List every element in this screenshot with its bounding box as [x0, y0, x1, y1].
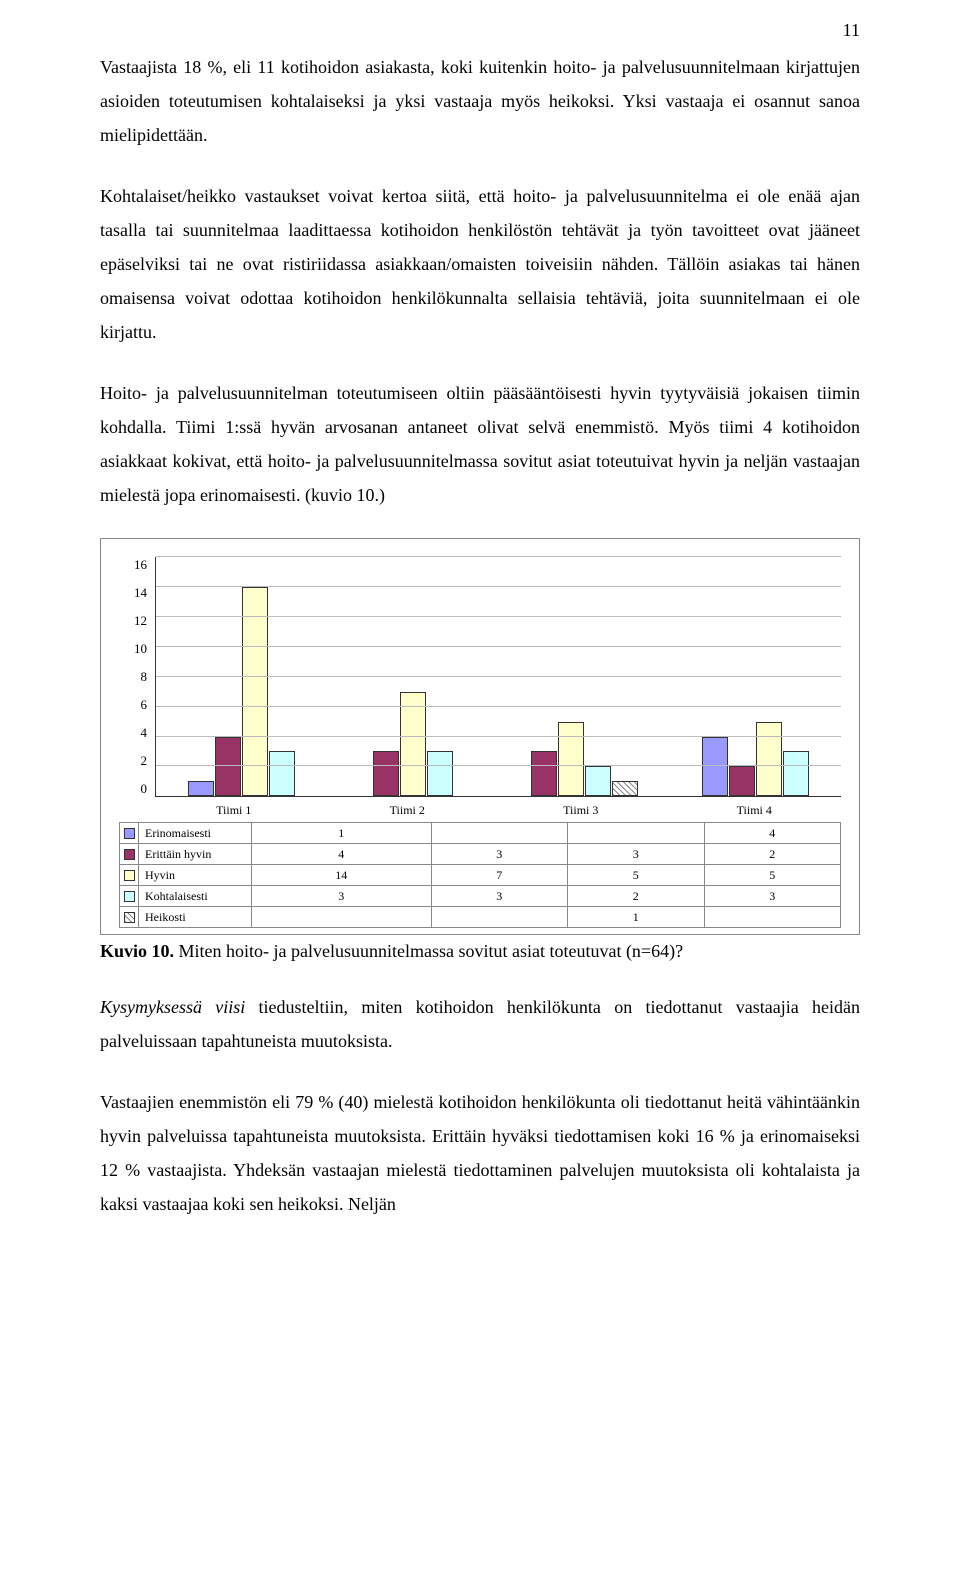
y-tick-label: 2 [141, 753, 148, 769]
page-number: 11 [843, 20, 860, 41]
table-row: Erittäin hyvin4332 [120, 844, 841, 865]
paragraph-4-lead: Kysymyksessä viisi [100, 997, 245, 1017]
bar [215, 737, 241, 797]
gridline [156, 616, 841, 617]
paragraph-3: Hoito- ja palvelusuunnitelman toteutumis… [100, 376, 860, 513]
bar [702, 737, 728, 797]
bar [531, 751, 557, 796]
series-name: Erittäin hyvin [139, 844, 252, 865]
bar-group [156, 557, 327, 796]
table-cell: 3 [252, 886, 432, 907]
series-name: Kohtalaisesti [139, 886, 252, 907]
table-cell [568, 823, 704, 844]
x-tick-label: Tiimi 1 [147, 797, 321, 822]
table-cell: 2 [704, 844, 841, 865]
table-row: Kohtalaisesti3323 [120, 886, 841, 907]
legend-swatch [124, 828, 135, 839]
table-cell: 5 [568, 865, 704, 886]
chart-data-table: Erinomaisesti14Erittäin hyvin4332Hyvin14… [119, 822, 841, 928]
table-cell: 3 [431, 844, 567, 865]
legend-swatch-cell [120, 907, 139, 928]
caption-bold: Kuvio 10. [100, 941, 174, 961]
x-tick-label: Tiimi 4 [668, 797, 842, 822]
table-cell [252, 907, 432, 928]
x-tick-label: Tiimi 2 [321, 797, 495, 822]
bar [783, 751, 809, 796]
bar [729, 766, 755, 796]
chart-plot-area: 16 14 12 10 8 6 4 2 0 [119, 557, 841, 797]
table-row: Heikosti 1 [120, 907, 841, 928]
y-tick-label: 10 [134, 641, 147, 657]
table-cell: 2 [568, 886, 704, 907]
bar-group [670, 557, 841, 796]
gridline [156, 736, 841, 737]
paragraph-5: Vastaajien enemmistön eli 79 % (40) miel… [100, 1085, 860, 1222]
chart-container: 1614121086420 Tiimi 1Tiimi 2Tiimi 3Tiimi… [100, 538, 860, 935]
chart-caption: Kuvio 10. Miten hoito- ja palvelusuunnit… [100, 941, 860, 962]
gridline [156, 586, 841, 587]
bar-group [327, 557, 498, 796]
bar [756, 722, 782, 797]
bar [558, 722, 584, 797]
plot-region [155, 557, 841, 797]
legend-swatch [124, 912, 135, 923]
legend-swatch [124, 891, 135, 902]
paragraph-2: Kohtalaiset/heikko vastaukset voivat ker… [100, 179, 860, 350]
table-cell: 1 [252, 823, 432, 844]
y-tick-label: 8 [141, 669, 148, 685]
table-cell: 7 [431, 865, 567, 886]
bar [400, 692, 426, 797]
table-cell [431, 907, 567, 928]
y-tick-label: 4 [141, 725, 148, 741]
legend-swatch-cell [120, 844, 139, 865]
gridline [156, 706, 841, 707]
series-name: Erinomaisesti [139, 823, 252, 844]
gridline [156, 676, 841, 677]
x-tick-label: Tiimi 3 [494, 797, 668, 822]
gridline [156, 646, 841, 647]
y-axis: 16 14 12 10 8 6 4 2 0 [119, 557, 155, 797]
y-tick-label: 14 [134, 585, 147, 601]
series-name: Hyvin [139, 865, 252, 886]
table-cell [704, 907, 841, 928]
x-axis-labels: Tiimi 1Tiimi 2Tiimi 3Tiimi 4 [147, 797, 841, 822]
legend-swatch [124, 870, 135, 881]
table-cell: 3 [431, 886, 567, 907]
table-cell: 4 [252, 844, 432, 865]
table-cell: 14 [252, 865, 432, 886]
paragraph-1: Vastaajista 18 %, eli 11 kotihoidon asia… [100, 50, 860, 153]
table-cell: 4 [704, 823, 841, 844]
legend-swatch-cell [120, 865, 139, 886]
gridline [156, 556, 841, 557]
table-row: Erinomaisesti1 4 [120, 823, 841, 844]
table-cell: 3 [704, 886, 841, 907]
bar [612, 781, 638, 796]
table-cell: 3 [568, 844, 704, 865]
bar [373, 751, 399, 796]
table-cell: 5 [704, 865, 841, 886]
table-cell: 1 [568, 907, 704, 928]
bar [427, 751, 453, 796]
y-tick-label: 12 [134, 613, 147, 629]
legend-swatch-cell [120, 886, 139, 907]
y-tick-label: 0 [141, 781, 148, 797]
table-row: Hyvin14755 [120, 865, 841, 886]
y-tick-label: 16 [134, 557, 147, 573]
legend-swatch [124, 849, 135, 860]
legend-swatch-cell [120, 823, 139, 844]
table-cell [431, 823, 567, 844]
bar [269, 751, 295, 796]
bar [585, 766, 611, 796]
bar-groups [156, 557, 841, 796]
gridline [156, 765, 841, 766]
bar-group [499, 557, 670, 796]
caption-text: Miten hoito- ja palvelusuunnitelmassa so… [174, 941, 683, 961]
bar [188, 781, 214, 796]
series-name: Heikosti [139, 907, 252, 928]
paragraph-4: Kysymyksessä viisi tiedusteltiin, miten … [100, 990, 860, 1058]
y-tick-label: 6 [141, 697, 148, 713]
